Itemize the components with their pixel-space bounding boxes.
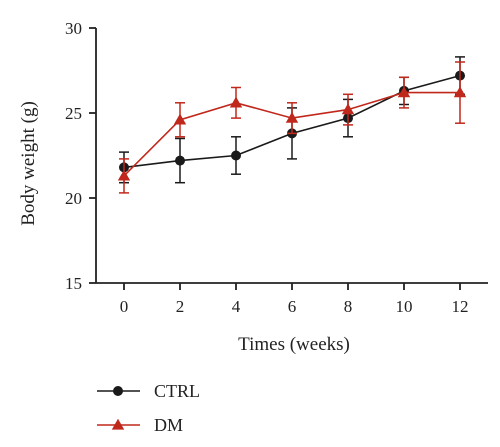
x-tick-label: 2	[176, 297, 185, 316]
legend-marker	[113, 386, 123, 396]
data-point-dm	[173, 113, 187, 125]
legend-label: CTRL	[154, 381, 200, 401]
data-point-ctrl	[175, 155, 185, 166]
x-tick-label: 12	[452, 297, 469, 316]
y-tick-label: 30	[65, 19, 82, 38]
legend: CTRL DM	[97, 381, 200, 435]
data-point-dm	[229, 96, 243, 108]
data-point-dm	[453, 86, 467, 98]
y-tick-label: 20	[65, 189, 82, 208]
data-point-ctrl	[231, 150, 241, 161]
x-tick-label: 0	[120, 297, 129, 316]
x-axis-title: Times (weeks)	[238, 334, 350, 355]
x-tick-label: 10	[396, 297, 413, 316]
y-axis-title: Body weight (g)	[18, 101, 39, 226]
y-ticks: 15 20 25 30	[65, 19, 96, 293]
data-point-dm	[285, 111, 299, 123]
x-tick-label: 6	[288, 297, 297, 316]
series-layer	[117, 56, 467, 194]
legend-marker	[111, 418, 125, 430]
legend-item-dm: DM	[97, 415, 183, 435]
x-ticks: 0 2 4 6 8 10 12	[120, 283, 469, 316]
series-dm	[117, 61, 467, 194]
data-point-dm	[117, 169, 131, 181]
x-tick-label: 8	[344, 297, 353, 316]
data-point-dm	[397, 86, 411, 98]
y-tick-label: 15	[65, 274, 82, 293]
y-tick-label: 25	[65, 104, 82, 123]
legend-label: DM	[154, 415, 183, 435]
data-point-dm	[341, 103, 355, 115]
legend-item-ctrl: CTRL	[97, 381, 200, 401]
x-tick-label: 4	[232, 297, 241, 316]
